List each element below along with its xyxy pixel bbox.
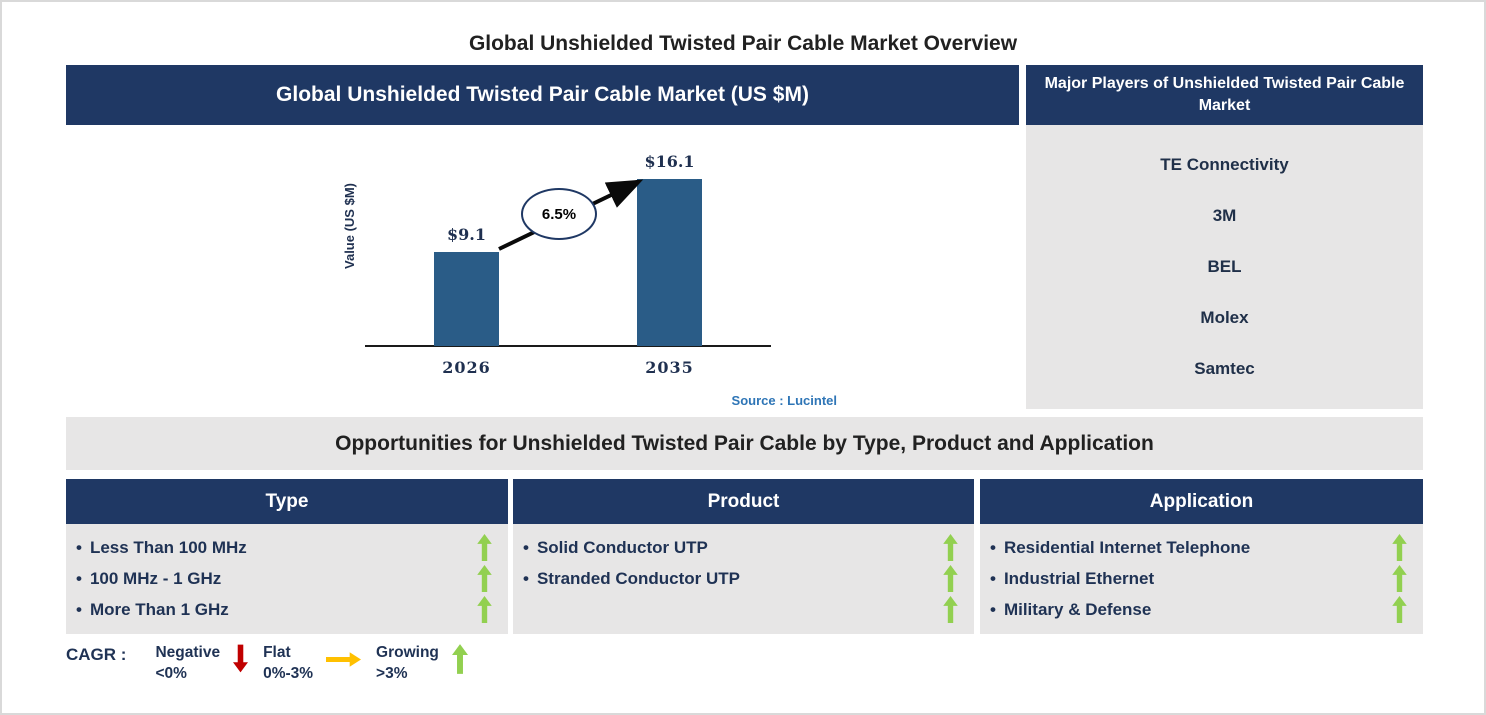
player-name: Samtec xyxy=(1194,359,1255,379)
opportunities-header: Opportunities for Unshielded Twisted Pai… xyxy=(66,417,1423,470)
product-column-body: Solid Conductor UTP Stranded Conductor U… xyxy=(513,524,974,634)
application-item-label: Residential Internet Telephone xyxy=(990,538,1392,558)
legend-range: 0%-3% xyxy=(263,664,314,682)
trend-up-icon xyxy=(943,534,958,561)
major-players-list: TE Connectivity 3M BEL Molex Samtec xyxy=(1026,125,1423,409)
product-column: Product Solid Conductor UTP Stranded Con… xyxy=(513,479,974,634)
trend-up-icon xyxy=(1392,534,1407,561)
list-item: Less Than 100 MHz xyxy=(76,532,496,563)
source-label: Source : Lucintel xyxy=(731,393,837,408)
major-players-header: Major Players of Unshielded Twisted Pair… xyxy=(1026,65,1423,125)
player-name: TE Connectivity xyxy=(1160,154,1289,174)
application-item-label: Industrial Ethernet xyxy=(990,569,1392,589)
player-name: Molex xyxy=(1200,308,1249,328)
player-name: BEL xyxy=(1207,256,1242,276)
list-item xyxy=(523,594,962,625)
trend-right-icon xyxy=(326,652,362,667)
application-column-header: Application xyxy=(980,479,1423,524)
trend-up-icon xyxy=(1392,565,1407,592)
application-item-label: Military & Defense xyxy=(990,600,1392,620)
market-bar-chart: Value (US $M) $9.1 $16.1 2026 2035 6.5% … xyxy=(66,125,1019,415)
type-column-header: Type xyxy=(66,479,508,524)
growth-arrow-icon xyxy=(498,179,644,251)
legend-name: Growing xyxy=(376,644,439,661)
list-item: Stranded Conductor UTP xyxy=(523,563,962,594)
bar-value-label-2026: $9.1 xyxy=(447,225,486,244)
cagr-badge: 6.5% xyxy=(521,188,597,240)
x-axis-line xyxy=(365,345,771,347)
trend-down-icon xyxy=(233,644,249,673)
legend-entry-growing: Growing >3% xyxy=(376,643,468,685)
cagr-legend: CAGR : Negative <0% Flat 0%-3% Growing >… xyxy=(66,643,468,685)
bar-2035 xyxy=(637,179,702,346)
application-column: Application Residential Internet Telepho… xyxy=(980,479,1423,634)
x-tick-2035: 2035 xyxy=(645,358,694,377)
trend-up-icon xyxy=(943,565,958,592)
list-item: Industrial Ethernet xyxy=(990,563,1411,594)
chart-panel-header: Global Unshielded Twisted Pair Cable Mar… xyxy=(66,65,1019,125)
list-item: Residential Internet Telephone xyxy=(990,532,1411,563)
type-item-label: More Than 1 GHz xyxy=(76,600,477,620)
legend-entry-flat: Flat 0%-3% xyxy=(263,643,362,685)
bar-value-label-2035: $16.1 xyxy=(644,152,695,171)
legend-name: Flat xyxy=(263,644,291,661)
trend-up-icon xyxy=(477,534,492,561)
product-item-label: Stranded Conductor UTP xyxy=(523,569,943,589)
trend-up-icon xyxy=(477,596,492,623)
legend-range: <0% xyxy=(155,664,187,682)
product-column-header: Product xyxy=(513,479,974,524)
type-item-label: 100 MHz - 1 GHz xyxy=(76,569,477,589)
application-column-body: Residential Internet Telephone Industria… xyxy=(980,524,1423,634)
x-tick-2026: 2026 xyxy=(442,358,491,377)
legend-name: Negative xyxy=(155,644,221,661)
type-column: Type Less Than 100 MHz 100 MHz - 1 GHz M… xyxy=(66,479,508,634)
list-item: Military & Defense xyxy=(990,594,1411,625)
trend-up-icon xyxy=(943,596,958,623)
legend-range: >3% xyxy=(376,664,408,682)
player-name: 3M xyxy=(1212,205,1237,225)
legend-entry-negative: Negative <0% xyxy=(155,643,249,685)
product-item-label: Solid Conductor UTP xyxy=(523,538,943,558)
trend-up-icon xyxy=(477,565,492,592)
bar-2026 xyxy=(434,252,499,346)
list-item: Solid Conductor UTP xyxy=(523,532,962,563)
type-column-body: Less Than 100 MHz 100 MHz - 1 GHz More T… xyxy=(66,524,508,634)
list-item: 100 MHz - 1 GHz xyxy=(76,563,496,594)
list-item: More Than 1 GHz xyxy=(76,594,496,625)
type-item-label: Less Than 100 MHz xyxy=(76,538,477,558)
trend-up-icon xyxy=(451,644,468,674)
cagr-legend-label: CAGR : xyxy=(66,645,127,664)
trend-up-icon xyxy=(1392,596,1407,623)
page-title: Global Unshielded Twisted Pair Cable Mar… xyxy=(468,32,1018,55)
